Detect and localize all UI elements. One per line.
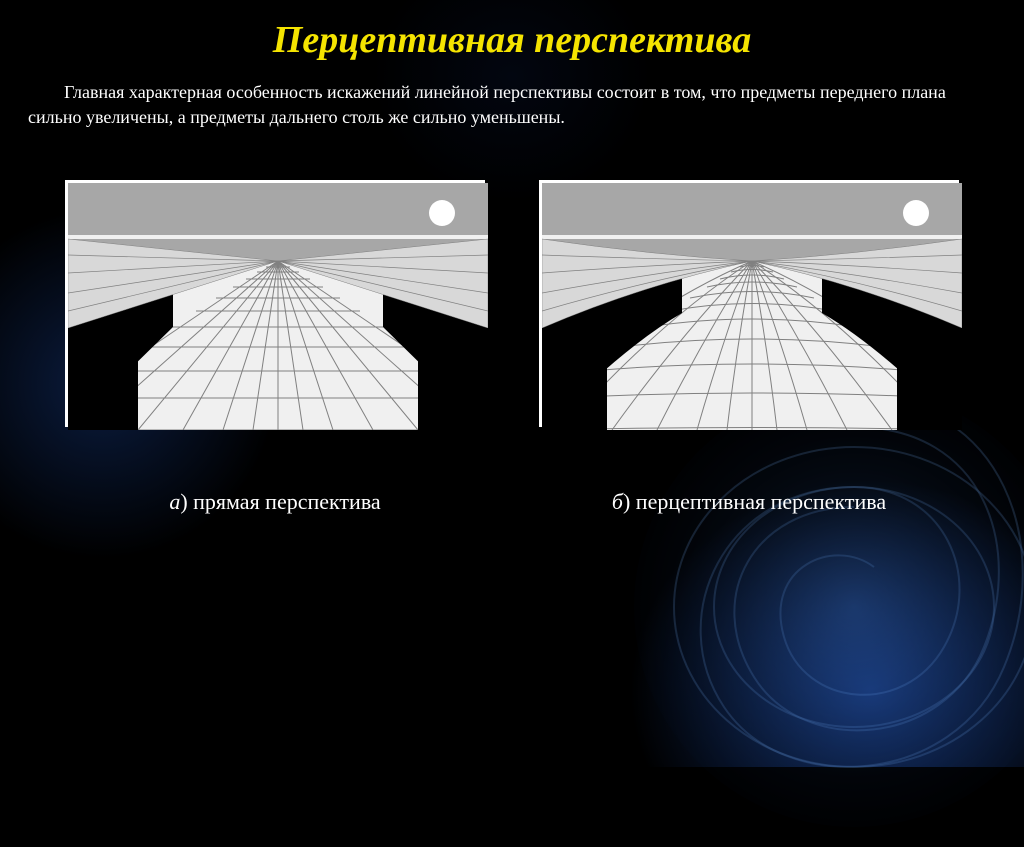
captions-row: а) прямая перспектива б) перцептивная пе… <box>0 489 1024 515</box>
caption-a-label: а <box>169 489 180 514</box>
perceptual-perspective-diagram <box>542 183 962 430</box>
figures-row <box>0 180 1024 427</box>
figure-b-frame <box>539 180 959 427</box>
caption-a-text: ) прямая перспектива <box>180 489 380 514</box>
caption-a: а) прямая перспектива <box>65 489 485 515</box>
caption-b-label: б <box>612 489 623 514</box>
main-paragraph: Главная характерная особенность искажени… <box>0 80 1024 130</box>
caption-b: б) перцептивная перспектива <box>539 489 959 515</box>
figure-a <box>65 180 485 427</box>
caption-b-text: ) перцептивная перспектива <box>623 489 886 514</box>
figure-b <box>539 180 959 427</box>
figure-a-frame <box>65 180 485 427</box>
linear-perspective-diagram <box>68 183 488 430</box>
page-title: Перцептивная перспектива <box>0 18 1024 62</box>
